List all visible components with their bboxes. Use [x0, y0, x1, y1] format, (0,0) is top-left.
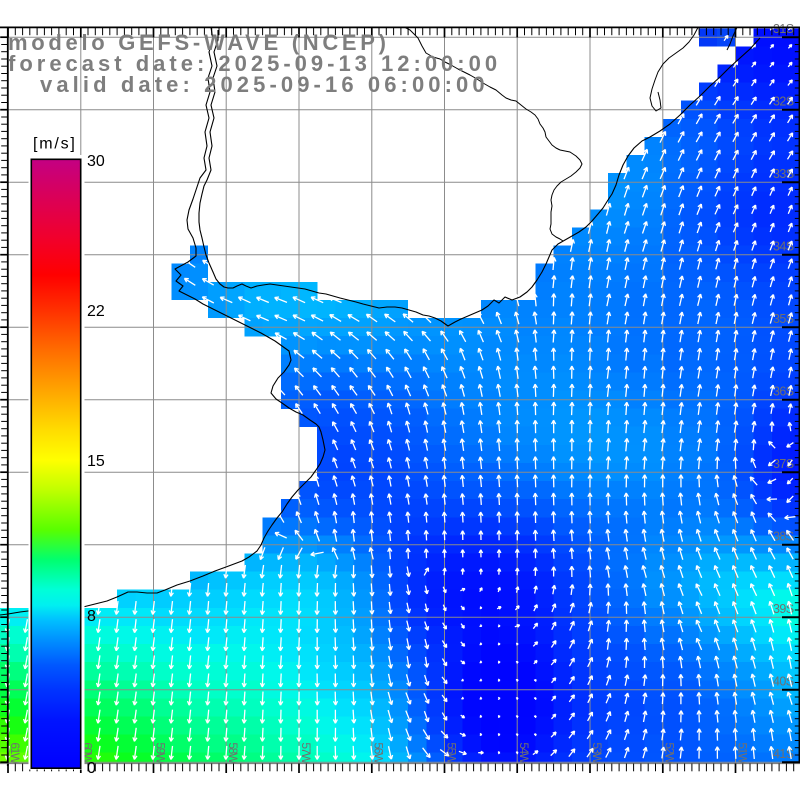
svg-text:57W: 57W — [299, 742, 313, 765]
svg-text:33S: 33S — [773, 167, 794, 181]
svg-text:55W: 55W — [444, 742, 458, 765]
svg-text:37S: 37S — [773, 457, 794, 471]
svg-text:53W: 53W — [590, 742, 604, 765]
svg-text:valid date: 2025-09-16 06:00:0: valid date: 2025-09-16 06:00:00 — [40, 72, 489, 97]
svg-text:59W: 59W — [153, 742, 167, 765]
svg-text:[m/s]: [m/s] — [33, 136, 77, 153]
svg-text:41S: 41S — [773, 747, 794, 761]
svg-text:32S: 32S — [773, 95, 794, 109]
svg-text:54W: 54W — [517, 742, 531, 765]
svg-text:0: 0 — [87, 760, 96, 777]
svg-text:61W: 61W — [8, 742, 22, 765]
svg-text:15: 15 — [87, 453, 105, 470]
svg-text:58W: 58W — [226, 742, 240, 765]
svg-text:30: 30 — [87, 153, 105, 170]
svg-text:modelo GEFS-WAVE (NCEP): modelo GEFS-WAVE (NCEP) — [8, 30, 390, 55]
svg-text:22: 22 — [87, 303, 105, 320]
svg-text:forecast date: 2025-09-13 12:0: forecast date: 2025-09-13 12:00:00 — [8, 51, 501, 76]
svg-text:31S: 31S — [773, 22, 794, 36]
svg-text:56W: 56W — [372, 742, 386, 765]
svg-text:51W: 51W — [735, 742, 749, 765]
svg-text:52W: 52W — [663, 742, 677, 765]
svg-text:8: 8 — [87, 608, 96, 625]
